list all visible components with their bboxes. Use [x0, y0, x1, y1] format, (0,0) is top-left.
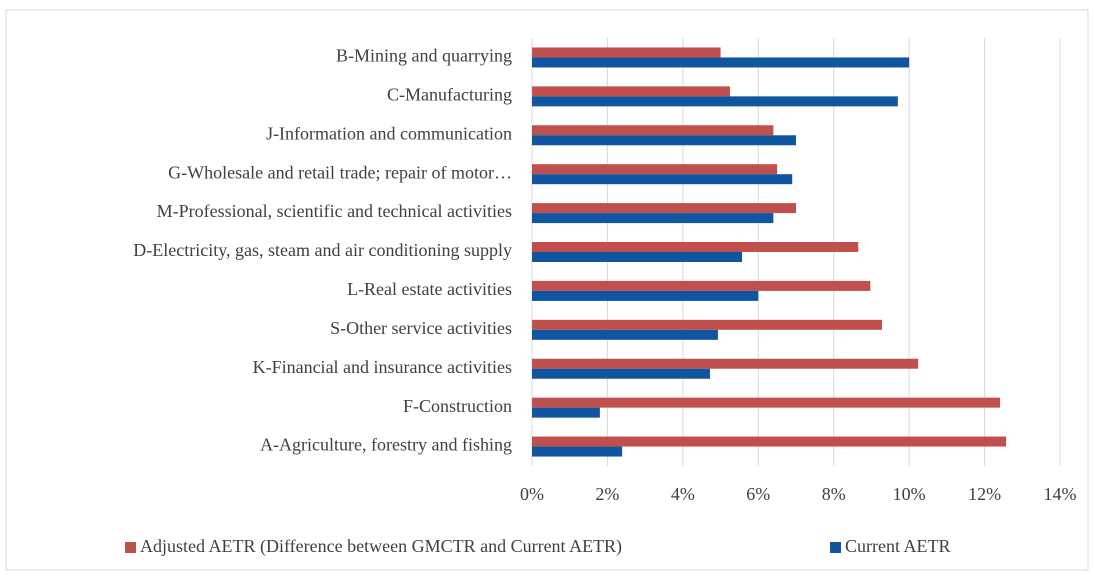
- bar: [532, 213, 774, 224]
- bar: [532, 86, 730, 97]
- x-tick-label: 6%: [746, 484, 770, 504]
- y-tick-label: A-Agriculture, forestry and fishing: [260, 435, 512, 455]
- bar: [532, 436, 1007, 447]
- bar: [532, 164, 778, 175]
- bar: [532, 252, 743, 262]
- legend-label: Current AETR: [845, 536, 951, 556]
- x-tick-label: 4%: [671, 484, 695, 504]
- y-tick-label: K-Financial and insurance activities: [253, 357, 512, 377]
- bar: [532, 368, 711, 379]
- bar: [532, 319, 882, 330]
- bar: [532, 47, 721, 58]
- bar: [532, 397, 1001, 408]
- y-tick-label: B-Mining and quarrying: [336, 46, 512, 66]
- bar: [532, 135, 796, 146]
- y-tick-label: C-Manufacturing: [387, 84, 512, 104]
- y-tick-label: M-Professional, scientific and technical…: [157, 201, 512, 221]
- bar: [532, 280, 871, 291]
- chart-border: [5, 9, 1089, 571]
- x-tick-label: 14%: [1044, 484, 1077, 504]
- y-tick-label: J-Information and communication: [266, 123, 512, 143]
- bar: [532, 96, 898, 107]
- bar: [532, 446, 623, 457]
- x-tick-label: 10%: [893, 484, 926, 504]
- y-tick-label: D-Electricity, gas, steam and air condit…: [133, 240, 512, 260]
- y-tick-label: G-Wholesale and retail trade; repair of …: [168, 162, 512, 182]
- bar: [532, 203, 796, 214]
- y-tick-label: S-Other service activities: [330, 318, 512, 338]
- bar: [532, 174, 793, 185]
- bar: [532, 242, 859, 252]
- bar: [532, 358, 919, 369]
- bar: [532, 125, 774, 136]
- y-tick-label: F-Construction: [403, 396, 512, 416]
- x-tick-label: 8%: [822, 484, 846, 504]
- legend-swatch: [830, 542, 841, 553]
- bar: [532, 329, 718, 340]
- y-tick-label: L-Real estate activities: [347, 279, 512, 299]
- legend-swatch: [125, 542, 136, 553]
- x-tick-label: 2%: [595, 484, 619, 504]
- bar: [532, 407, 600, 418]
- bar: [532, 290, 759, 301]
- x-tick-label: 12%: [968, 484, 1001, 504]
- legend-label: Adjusted AETR (Difference between GMCTR …: [140, 536, 622, 557]
- bar: [532, 57, 910, 68]
- x-tick-label: 0%: [520, 484, 544, 504]
